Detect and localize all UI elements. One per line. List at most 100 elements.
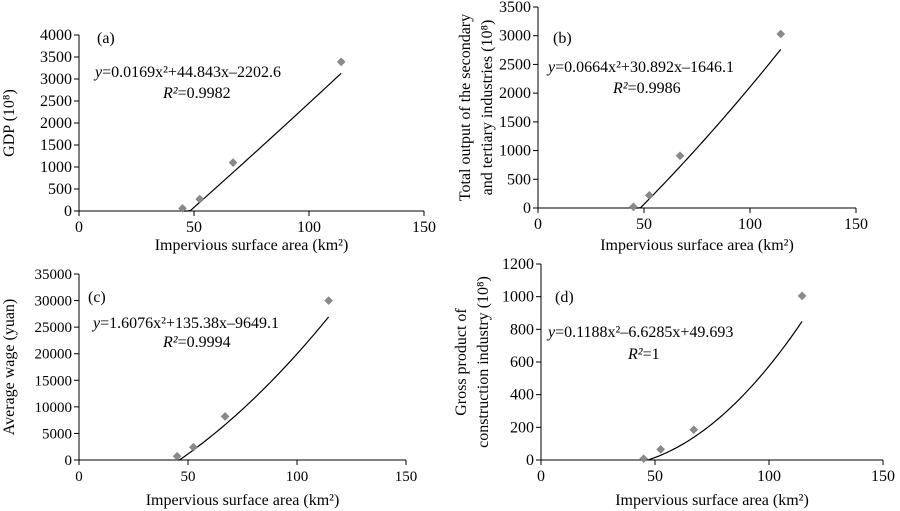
x-axis-title: Impervious surface area (km²) (146, 492, 340, 509)
panel-label: (a) (97, 30, 115, 47)
y-tick-label: 1200 (502, 256, 534, 273)
data-point (644, 191, 654, 200)
x-tick-label: 50 (181, 469, 196, 485)
y-axis-title: construction industry (10⁸) (475, 276, 492, 448)
y-tick-label: 0 (65, 453, 73, 469)
y-tick-label: 800 (510, 321, 534, 338)
r-squared: R²=0.9994 (162, 334, 231, 351)
fit-curve (633, 49, 782, 209)
y-tick-label: 5000 (42, 426, 72, 442)
data-point (336, 57, 346, 67)
r-squared-symbol: R² (612, 80, 629, 97)
data-point (220, 412, 230, 421)
x-tick-label: 100 (297, 219, 321, 236)
x-tick-label: 50 (647, 468, 663, 485)
r-squared: R²=0.9982 (162, 85, 231, 102)
regression-equation: y=0.1188x²–6.6285x+49.693 (546, 324, 733, 341)
y-tick-label: 2500 (499, 56, 531, 73)
r-squared-value: =1 (643, 346, 660, 363)
x-tick-label: 100 (757, 468, 781, 485)
y-tick-label: 0 (526, 452, 534, 469)
r-squared: R²=1 (627, 346, 660, 363)
x-tick-label: 100 (286, 469, 309, 485)
data-point (324, 296, 333, 305)
chart-panel-3: 0 5000 10000 15000 20000 25000 30000 35000 0 50 10… (1, 267, 417, 509)
fit-curve (182, 72, 342, 212)
y-tick-label: 500 (48, 181, 72, 198)
data-point (629, 202, 638, 212)
x-tick-label: 150 (395, 469, 418, 485)
data-point (639, 454, 648, 464)
regression-equation: y=1.6076x²+135.38x–9649.1 (91, 315, 279, 332)
y-tick-label: 1000 (40, 159, 72, 176)
y-axis-title: and tertiary industries (10⁸) (479, 20, 496, 196)
y-axis-title: Total output of the secondary (457, 14, 474, 201)
equation-body: =0.1188x²–6.6285x+49.693 (555, 324, 733, 341)
data-point (689, 425, 699, 435)
chart-panel-2: 0 500 1000 1500 2000 2500 3000 3500 0 50 100 150 Imp… (457, 0, 868, 254)
y-tick-label: 2500 (40, 93, 72, 110)
data-point (178, 204, 187, 213)
y-tick-label: 3000 (40, 71, 72, 88)
x-tick-label: 150 (844, 216, 868, 233)
x-tick-label: 100 (738, 216, 762, 233)
y-tick-label: 4000 (40, 27, 72, 44)
x-tick-label: 150 (412, 219, 436, 236)
equation-variable: y (93, 64, 103, 81)
y-axis-title: Gross product of (453, 308, 470, 416)
y-tick-label: 500 (507, 171, 531, 188)
y-tick-label: 200 (510, 419, 534, 436)
y-tick-label: 0 (64, 203, 72, 220)
r-squared-symbol: R² (162, 334, 179, 351)
x-tick-label: 50 (186, 219, 202, 236)
y-tick-label: 35000 (35, 267, 73, 283)
y-tick-label: 3500 (499, 0, 531, 16)
panel-label: (c) (88, 289, 106, 306)
panel-label: (b) (553, 30, 572, 47)
x-axis-title: Impervious surface area (km²) (600, 237, 794, 254)
y-axis-title: Average wage (yuan) (1, 299, 18, 436)
y-tick-label: 600 (510, 354, 534, 371)
x-tick-label: 50 (636, 216, 652, 233)
x-tick-label: 0 (534, 216, 542, 233)
y-tick-label: 1000 (499, 143, 531, 160)
data-point (228, 158, 238, 167)
y-tick-label: 25000 (35, 320, 73, 336)
y-tick-label: 3500 (40, 49, 72, 66)
y-tick-label: 1500 (499, 114, 531, 131)
data-point (675, 151, 685, 161)
y-tick-label: 20000 (35, 347, 73, 363)
equation-body: =1.6076x²+135.38x–9649.1 (100, 315, 279, 332)
y-tick-label: 30000 (35, 294, 73, 310)
x-axis-title: Impervious surface area (km²) (615, 492, 809, 509)
r-squared-value: =0.9982 (178, 85, 231, 102)
y-tick-label: 3000 (499, 28, 531, 45)
y-tick-label: 15000 (35, 373, 73, 389)
y-tick-label: 0 (523, 200, 531, 217)
r-squared: R²=0.9986 (612, 80, 681, 97)
equation-body: =0.0169x²+44.843x–2202.6 (102, 64, 281, 81)
r-squared-value: =0.9994 (178, 334, 231, 351)
equation-body: =0.0664x²+30.892x–1646.1 (555, 59, 734, 76)
regression-equation: y=0.0664x²+30.892x–1646.1 (546, 59, 734, 76)
y-tick-label: 1500 (40, 137, 72, 154)
y-axis-title: GDP (10⁸) (1, 89, 18, 157)
equation-variable: y (91, 315, 101, 332)
y-tick-label: 400 (510, 387, 534, 404)
data-point (776, 29, 786, 39)
r-squared-symbol: R² (162, 85, 179, 102)
data-point (195, 194, 205, 204)
x-axis-title: Impervious surface area (km²) (155, 237, 349, 254)
fit-curve (177, 316, 330, 461)
r-squared-symbol: R² (627, 346, 644, 363)
fit-curve (643, 321, 803, 461)
data-point (797, 291, 807, 301)
y-tick-label: 1000 (502, 289, 534, 306)
regression-equation: y=0.0169x²+44.843x–2202.6 (93, 64, 281, 81)
y-tick-label: 2000 (499, 85, 531, 102)
equation-variable: y (546, 324, 556, 341)
chart-panel-1: 0 500 1000 1500 2000 2500 3000 3500 4000 0 50 100 15… (1, 27, 436, 254)
y-tick-label: 10000 (35, 400, 73, 416)
x-tick-label: 0 (75, 219, 83, 236)
